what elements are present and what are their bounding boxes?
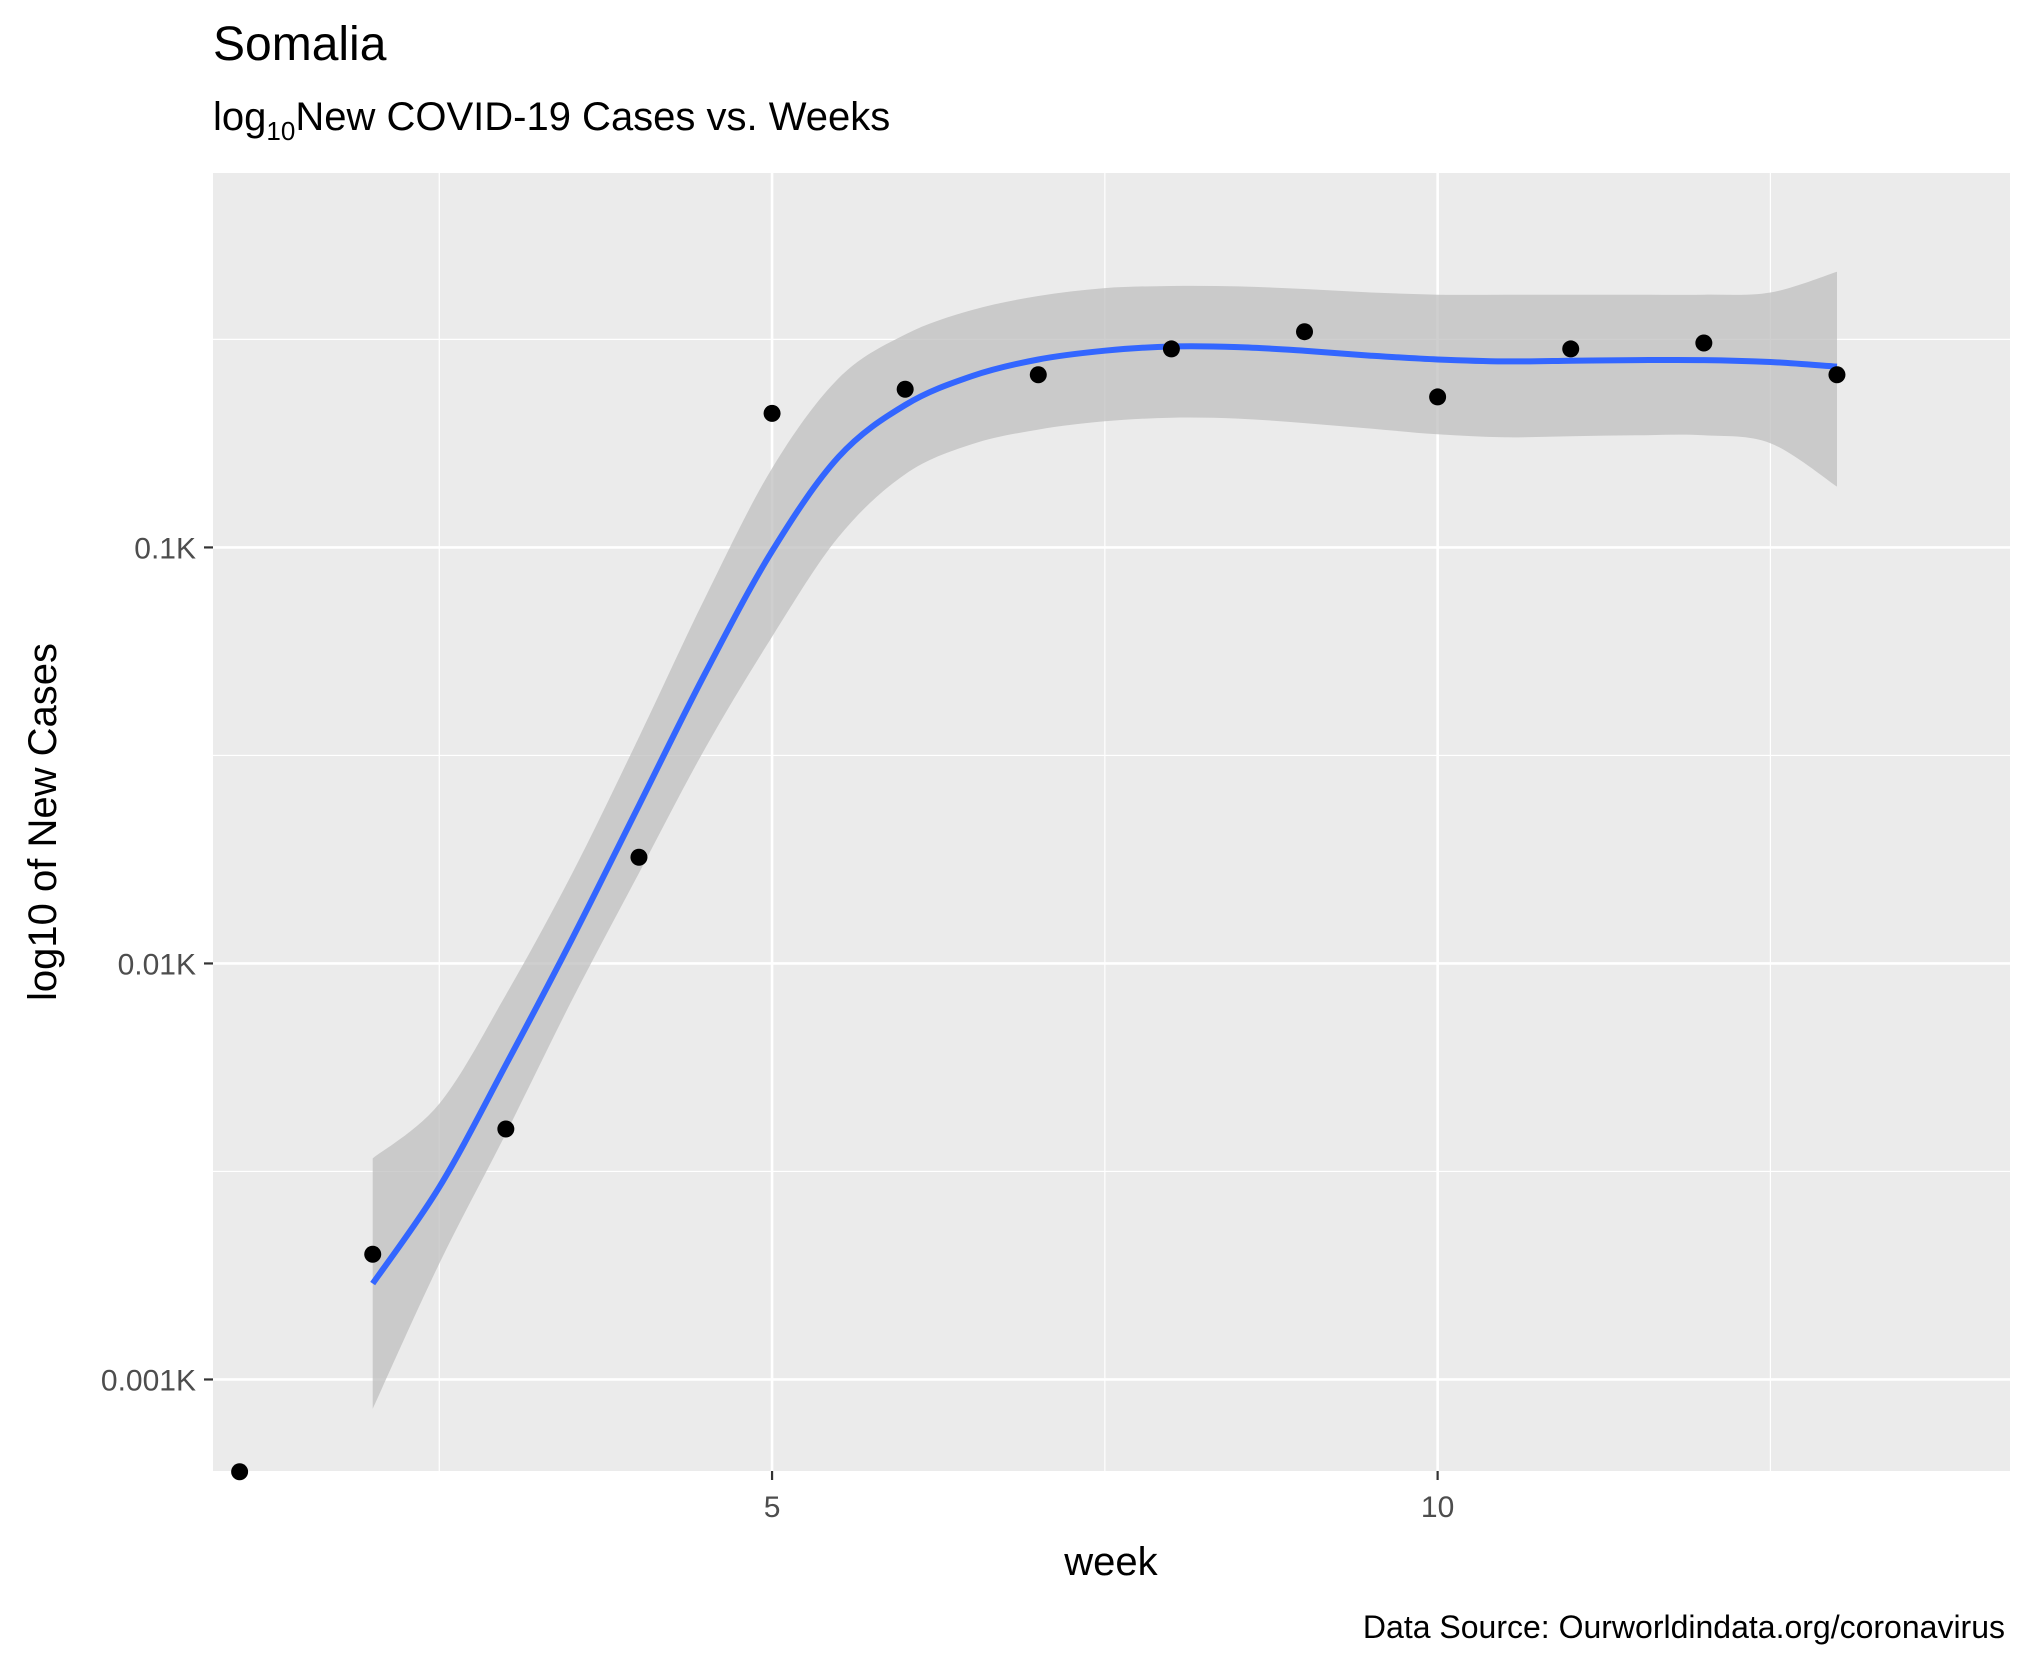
data-point: [231, 1463, 249, 1481]
subtitle-text: New COVID-19 Cases vs. Weeks: [295, 95, 890, 139]
y-tick-label: 0.1K: [134, 532, 196, 565]
x-tick-label: 5: [764, 1491, 781, 1524]
data-point: [364, 1245, 382, 1263]
data-point: [1828, 366, 1846, 384]
x-axis-title: week: [1063, 1540, 1158, 1584]
x-tick-label: 10: [1421, 1491, 1454, 1524]
confidence-ribbon: [372, 271, 1838, 1409]
subtitle-log-prefix: log: [213, 95, 266, 139]
data-point: [1296, 323, 1314, 341]
axis-ticks: 5 10 0.001K 0.01K 0.1K: [101, 532, 1454, 1524]
data-point: [763, 404, 781, 422]
data-source-caption: Data Source: Ourworldindata.org/coronavi…: [1363, 1609, 2005, 1645]
smooth-line: [370, 343, 1838, 1286]
data-point: [630, 848, 648, 866]
chart-subtitle: log10New COVID-19 Cases vs. Weeks: [213, 95, 890, 146]
data-point: [1162, 340, 1180, 358]
data-points: [231, 323, 1846, 1481]
chart-title: Somalia: [213, 18, 387, 71]
data-point: [497, 1120, 515, 1138]
data-point: [1695, 334, 1713, 352]
y-tick-label: 0.01K: [118, 948, 196, 981]
y-axis-title: log10 of New Cases: [21, 643, 65, 1001]
data-point: [1029, 366, 1047, 384]
subtitle-subscript: 10: [266, 116, 295, 146]
data-point: [1429, 388, 1447, 406]
data-point: [896, 380, 914, 398]
y-tick-label: 0.001K: [101, 1364, 196, 1397]
data-point: [1562, 340, 1580, 358]
